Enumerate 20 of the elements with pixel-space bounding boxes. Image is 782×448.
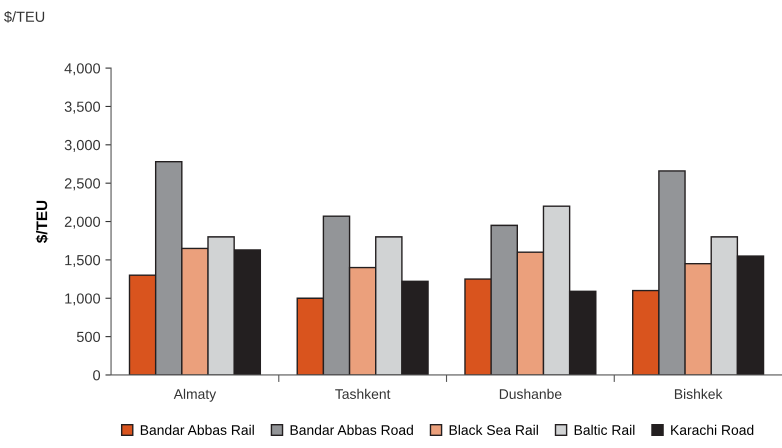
y-tick-label: 2,500 [64,178,100,190]
y-tick-label: 2,000 [64,216,100,229]
x-tick-label: Dushanbe [500,388,562,399]
y-tick-label: 500 [76,332,100,342]
legend-label: Baltic Rail [574,424,634,435]
y-tick-label: 3,000 [64,140,100,152]
y-tick-label: 1,000 [65,293,100,306]
x-tick-label: Tashkent [335,388,390,399]
text: $/TEU [4,10,44,23]
y-tick-label: 4,000 [64,63,100,76]
y-axis-title: $/TEU [36,200,48,243]
legend-label: Bandar Abbas Rail [140,424,254,435]
x-tick-label: Almaty [174,388,216,402]
y-tick-label: 1,500 [65,254,100,268]
legend-label: Black Sea Rail [450,424,538,435]
legend-label: Bandar Abbas Road [290,424,413,435]
legend-label: Karachi Road [671,424,754,435]
y-tick-label: 0 [93,370,100,380]
x-tick-label: Bishkek [674,388,722,399]
y-tick-label: 3,500 [64,102,100,114]
